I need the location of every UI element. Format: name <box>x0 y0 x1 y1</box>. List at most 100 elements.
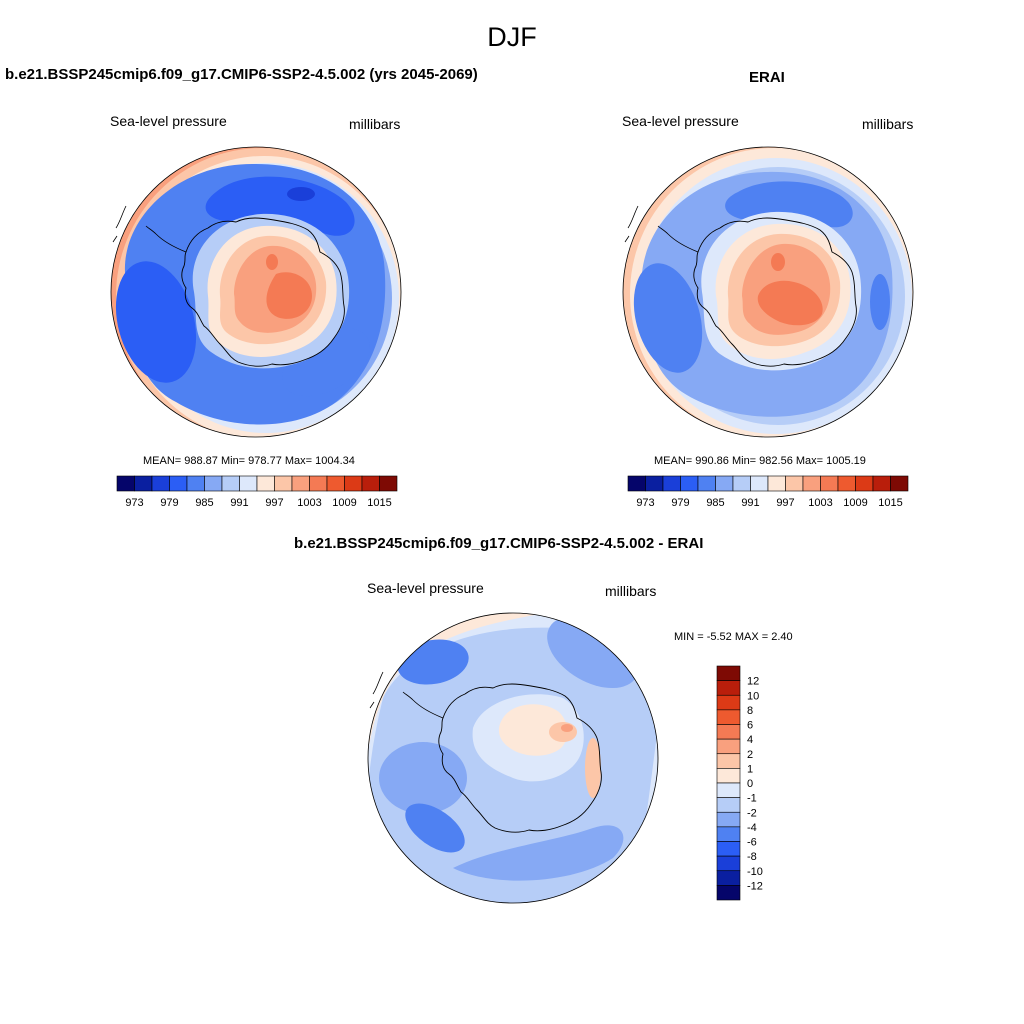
colorbar-box-12 <box>716 841 741 857</box>
coastline-south-america-difference <box>369 671 384 709</box>
colorbar-box-5 <box>204 475 223 492</box>
colorbar-tick-label: 991 <box>741 497 759 509</box>
field-band-982-west <box>115 261 197 383</box>
field-band-979 <box>287 187 315 201</box>
panel-title-model: b.e21.BSSP245cmip6.f09_g17.CMIP6-SSP2-4.… <box>5 66 478 83</box>
colorbar-box-3 <box>716 709 741 725</box>
colorbar-box-14 <box>872 475 891 492</box>
coastline-south-america-obs <box>624 205 639 243</box>
colorbar-tick-label: 979 <box>671 497 689 509</box>
field-band-1009-b <box>771 253 785 271</box>
stats-obs: MEAN= 990.86 Min= 982.56 Max= 1005.19 <box>654 455 866 467</box>
colorbar-tick-label: 997 <box>776 497 794 509</box>
colorbar-box-15 <box>379 475 398 492</box>
field-band-plus2-ice <box>549 722 577 742</box>
coastline-peninsula-model <box>145 225 187 253</box>
colorbar-tick-label: -1 <box>747 793 757 805</box>
colorbar-tick-label: 1 <box>747 763 753 775</box>
field-band-1009-b <box>266 254 278 270</box>
colorbar-box-3 <box>169 475 188 492</box>
colorbar-tick-label: 991 <box>230 497 248 509</box>
colorbar-box-2 <box>716 694 741 711</box>
coastline-antarctica-model <box>181 217 345 367</box>
colorbar-box-0 <box>116 475 135 492</box>
field-band-plus2-east-coast <box>585 738 601 798</box>
colorbar-box-1 <box>134 475 153 492</box>
colorbar-tick-label: 973 <box>125 497 143 509</box>
map-obs <box>622 146 914 438</box>
colorbar-tick-label: 1003 <box>297 497 321 509</box>
field-band-985-west <box>633 263 703 373</box>
colorbar-box-10 <box>802 475 821 492</box>
colorbar-box-8 <box>767 475 786 492</box>
map-difference <box>367 612 659 904</box>
coastline-peninsula-difference <box>402 691 444 719</box>
coastline-antarctica-obs <box>693 217 857 367</box>
map-model <box>110 146 402 438</box>
colorbar-obs: 973 979 985 991 997 1003 1009 1015 <box>627 475 909 509</box>
map-boundary-model <box>110 146 402 438</box>
colorbar-box-10 <box>716 811 741 828</box>
colorbar-tick-label: 12 <box>747 676 759 688</box>
colorbar-tick-label: 0 <box>747 778 753 790</box>
colorbar-box-6 <box>221 475 240 492</box>
colorbar-box-3 <box>680 475 699 492</box>
colorbar-box-7 <box>750 475 769 492</box>
colorbar-box-7 <box>239 475 258 492</box>
map-boundary-difference <box>367 612 659 904</box>
colorbar-tick-label: 973 <box>636 497 654 509</box>
colorbar-box-4 <box>697 475 716 492</box>
colorbar-tick-label: -8 <box>747 851 757 863</box>
colorbar-box-8 <box>256 475 275 492</box>
main-title: DJF <box>487 22 537 52</box>
field-band-plus4-ice <box>561 724 573 732</box>
stats-difference: MIN = -5.52 MAX = 2.40 <box>674 631 793 643</box>
field-band-plus1-ice <box>498 704 568 756</box>
colorbar-tick-label: 8 <box>747 705 753 717</box>
field-band-minus2-w <box>379 742 467 814</box>
colorbar-box-5 <box>716 738 741 755</box>
colorbar-box-10 <box>291 475 310 492</box>
left-label-model: Sea-level pressure <box>110 113 227 129</box>
colorbar-box-9 <box>785 475 804 492</box>
coastline-antarctica-difference <box>438 683 602 833</box>
colorbar-tick-label: -10 <box>747 866 763 878</box>
colorbar-tick-label: 1009 <box>843 497 867 509</box>
colorbar-tick-label: 1003 <box>808 497 832 509</box>
colorbar-box-9 <box>716 797 741 813</box>
units-label-difference: millibars <box>605 583 657 599</box>
units-label-model: millibars <box>349 116 401 132</box>
colorbar-box-14 <box>716 870 741 886</box>
colorbar-box-9 <box>274 475 293 492</box>
colorbar-tick-label: 10 <box>747 690 759 702</box>
stats-model: MEAN= 988.87 Min= 978.77 Max= 1004.34 <box>143 455 355 467</box>
colorbar-box-11 <box>820 475 839 492</box>
colorbar-box-2 <box>662 475 681 492</box>
colorbar-box-12 <box>837 475 856 492</box>
colorbar-box-11 <box>309 475 328 492</box>
left-label-obs: Sea-level pressure <box>622 113 739 129</box>
colorbar-box-13 <box>344 475 363 492</box>
colorbar-box-4 <box>186 475 205 492</box>
colorbar-box-14 <box>361 475 380 492</box>
colorbar-tick-label: -4 <box>747 822 757 834</box>
colorbar-box-5 <box>715 475 734 492</box>
colorbar-tick-label: 979 <box>160 497 178 509</box>
colorbar-tick-label: 1015 <box>367 497 391 509</box>
colorbar-box-15 <box>716 885 741 901</box>
colorbar-tick-label: 6 <box>747 720 753 732</box>
colorbar-box-1 <box>645 475 664 492</box>
colorbar-box-12 <box>326 475 345 492</box>
colorbar-tick-label: 997 <box>265 497 283 509</box>
panel-title-difference: b.e21.BSSP245cmip6.f09_g17.CMIP6-SSP2-4.… <box>294 535 704 552</box>
colorbar-box-6 <box>732 475 751 492</box>
colorbar-box-15 <box>890 475 909 492</box>
colorbar-tick-label: 1009 <box>332 497 356 509</box>
colorbar-box-2 <box>151 475 170 492</box>
colorbar-box-0 <box>716 665 741 681</box>
left-label-difference: Sea-level pressure <box>367 580 484 596</box>
colorbar-box-8 <box>716 782 741 798</box>
colorbar-box-1 <box>716 680 741 696</box>
colorbar-box-13 <box>716 855 741 872</box>
